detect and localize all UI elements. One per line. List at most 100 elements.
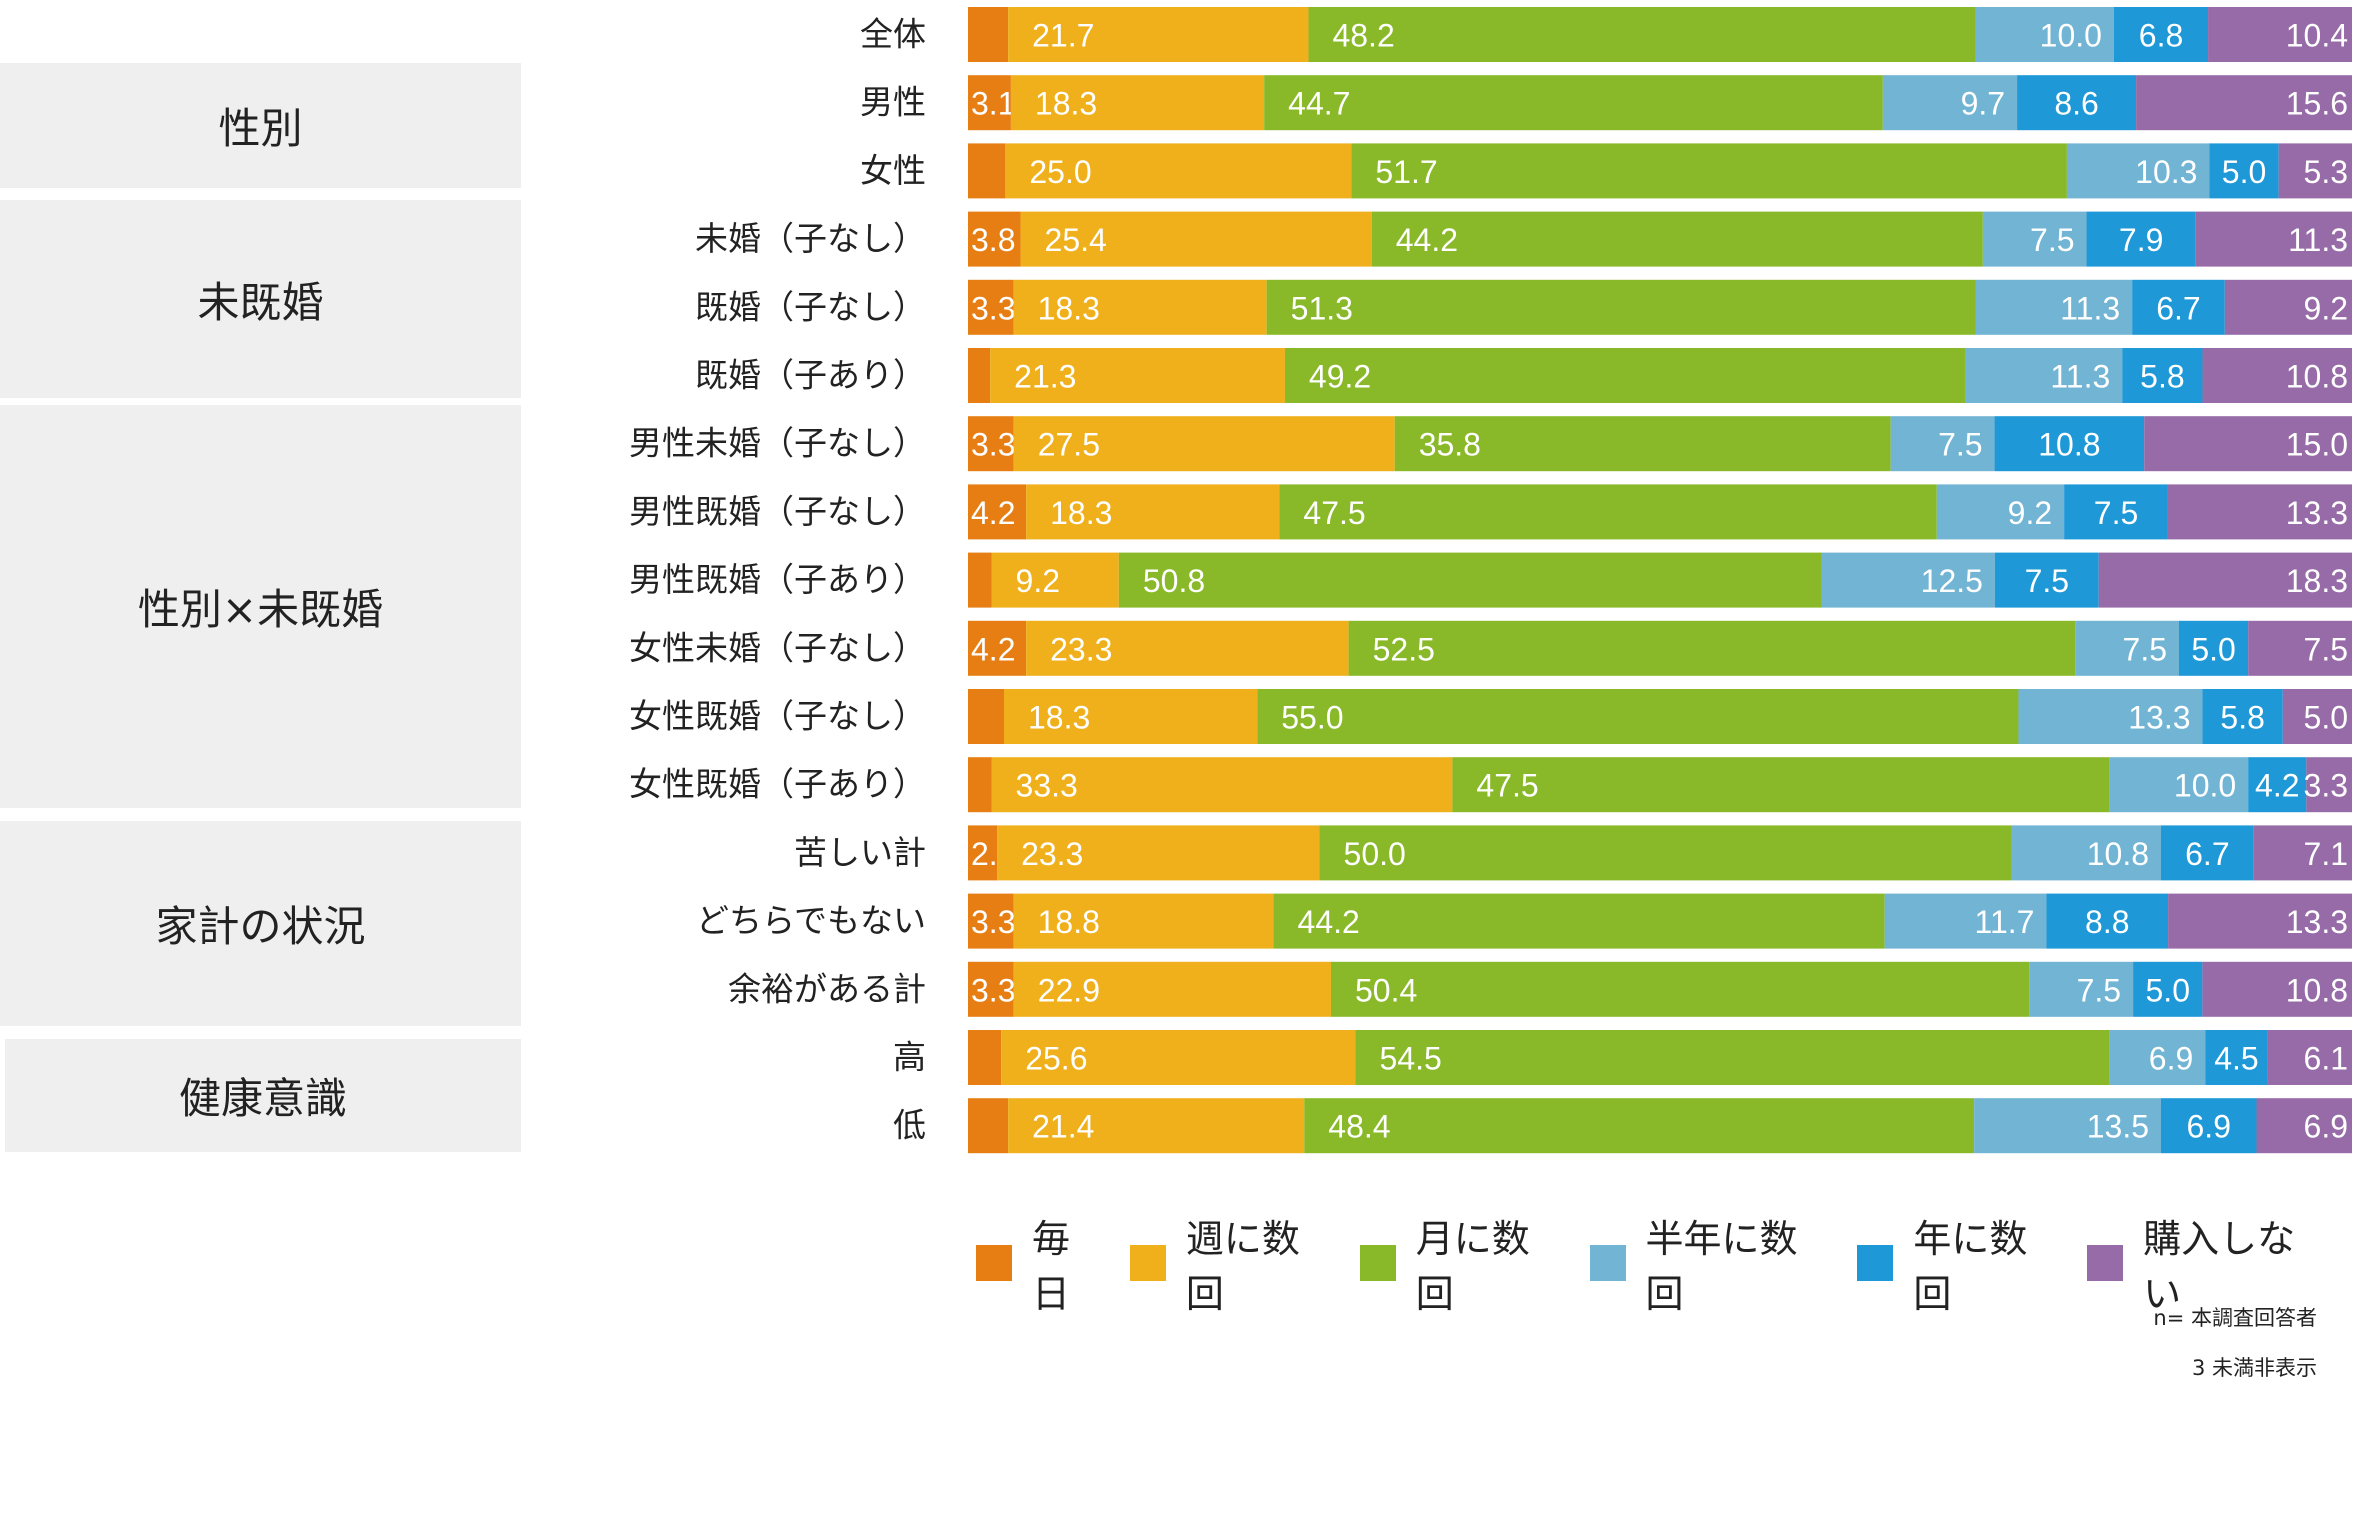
bar-segment [2018, 689, 2203, 744]
bar-segment [1994, 416, 2145, 472]
bar-segment [968, 143, 1006, 199]
legend-item: 毎日 [976, 1208, 1108, 1318]
bar-segment [2195, 211, 2352, 267]
row-label: 苦しい計 [794, 833, 926, 872]
bar-segment [2202, 689, 2283, 744]
data-label: 13.3 [2128, 700, 2190, 736]
bar-segment [1348, 620, 2076, 676]
bar-segment [2098, 552, 2352, 608]
legend-item: 月に数回 [1359, 1208, 1568, 1318]
bar-segment [2202, 348, 2352, 403]
data-label: 52.5 [1373, 631, 1435, 667]
row-label: 男性未婚（子なし） [629, 424, 926, 463]
data-label: 18.8 [1038, 904, 1100, 940]
data-label: 18.3 [2286, 563, 2348, 599]
data-label: 10.0 [2040, 18, 2102, 54]
data-label: 10.8 [2286, 972, 2348, 1008]
legend-swatch [1589, 1245, 1626, 1281]
row-label: 女性既婚（子あり） [629, 765, 926, 804]
data-label: 23.3 [1021, 836, 1083, 872]
bar-segment [2278, 143, 2352, 199]
row-label: 女性既婚（子なし） [629, 697, 926, 736]
bar-segment [997, 825, 1320, 881]
data-label: 22.9 [1038, 972, 1100, 1008]
bar-segment [1452, 757, 2110, 813]
bar-segment [2248, 620, 2352, 676]
data-label: 8.8 [2085, 904, 2129, 940]
bar-segment [1010, 75, 1265, 131]
bar-segment [2202, 961, 2352, 1017]
data-label: 18.3 [1050, 495, 1112, 531]
group-label-marital: 未既婚 [0, 200, 521, 398]
data-label: 18.3 [1035, 86, 1097, 122]
legend-label: 月に数回 [1415, 1217, 1530, 1316]
bar-segment [1965, 348, 2123, 403]
data-label: 33.3 [1016, 768, 1078, 804]
data-label: 4.2 [971, 495, 1015, 531]
bar-segment [1020, 211, 1372, 267]
bar-segment [2029, 961, 2134, 1017]
group-label-gender-marital: 性別×未既婚 [0, 405, 521, 808]
data-label: 27.5 [1038, 427, 1100, 463]
bar-segment [1008, 1098, 1305, 1154]
bar-segment [1013, 279, 1267, 335]
bar-segment [1118, 552, 1822, 608]
bar-segment [1975, 7, 2114, 62]
data-label: 3.3 [971, 904, 1015, 940]
legend-swatch [1857, 1245, 1894, 1281]
data-label: 18.3 [1038, 290, 1100, 326]
bar-segment [2109, 757, 2249, 813]
data-label: 7.5 [2077, 972, 2121, 1008]
bar-segment [1330, 961, 2030, 1017]
data-label: 11.7 [1975, 904, 2035, 940]
bar-segment [968, 757, 992, 813]
bar-segment [2306, 757, 2352, 813]
bar-segment [990, 348, 1285, 403]
bar-segment [2168, 893, 2352, 949]
bar-segment [1821, 552, 1995, 608]
data-label: 44.7 [1288, 86, 1350, 122]
bar-segment [1308, 7, 1976, 62]
data-label: 4.2 [971, 631, 1015, 667]
bar-segment [2161, 825, 2254, 881]
legend-label: 毎日 [1031, 1217, 1070, 1316]
data-label: 3.3 [971, 427, 1015, 463]
data-label: 5.0 [2222, 154, 2266, 190]
data-label: 25.6 [1025, 1041, 1087, 1077]
data-label: 10.8 [2038, 427, 2100, 463]
data-label: 51.7 [1375, 154, 1437, 190]
data-label: 5.0 [2191, 631, 2235, 667]
bar-segment [2017, 75, 2137, 131]
group-label-health: 健康意識 [5, 1039, 521, 1152]
data-label: 5.8 [2140, 359, 2184, 395]
data-label: 13.5 [2087, 1109, 2149, 1145]
bar-segment [1351, 143, 2067, 199]
data-label: 11.3 [2050, 359, 2110, 395]
bar-segment [968, 620, 1027, 676]
data-label: 44.2 [1396, 222, 1458, 258]
legend-swatch [2087, 1245, 2124, 1281]
data-label: 25.4 [1045, 222, 1107, 258]
row-label: 男性既婚（子なし） [629, 492, 926, 531]
bar-segment [2224, 279, 2352, 335]
data-label: 9.2 [2304, 290, 2348, 326]
legend: 毎日 週に数回 月に数回 半年に数回 年に数回 購入しない [976, 1208, 2355, 1318]
data-label: 15.0 [2286, 427, 2348, 463]
bar-segment [2256, 1098, 2352, 1154]
bar-segment [2075, 620, 2179, 676]
bar-segment [1882, 75, 2018, 131]
data-label: 49.2 [1309, 359, 1371, 395]
bar-segment [991, 552, 1119, 608]
data-label: 23.3 [1050, 631, 1112, 667]
bar-segment [1013, 893, 1274, 949]
data-label: 4.5 [2214, 1041, 2258, 1077]
legend-swatch [1129, 1245, 1166, 1281]
bar-segment [968, 348, 991, 403]
bar-segment [2066, 143, 2210, 199]
bar-segment [1890, 416, 1995, 472]
data-label: 6.9 [2149, 1041, 2193, 1077]
bar-segment [2046, 893, 2169, 949]
bar-segment [968, 893, 1014, 949]
bar-segment [1319, 825, 2012, 881]
bar-segment [1936, 484, 2065, 540]
